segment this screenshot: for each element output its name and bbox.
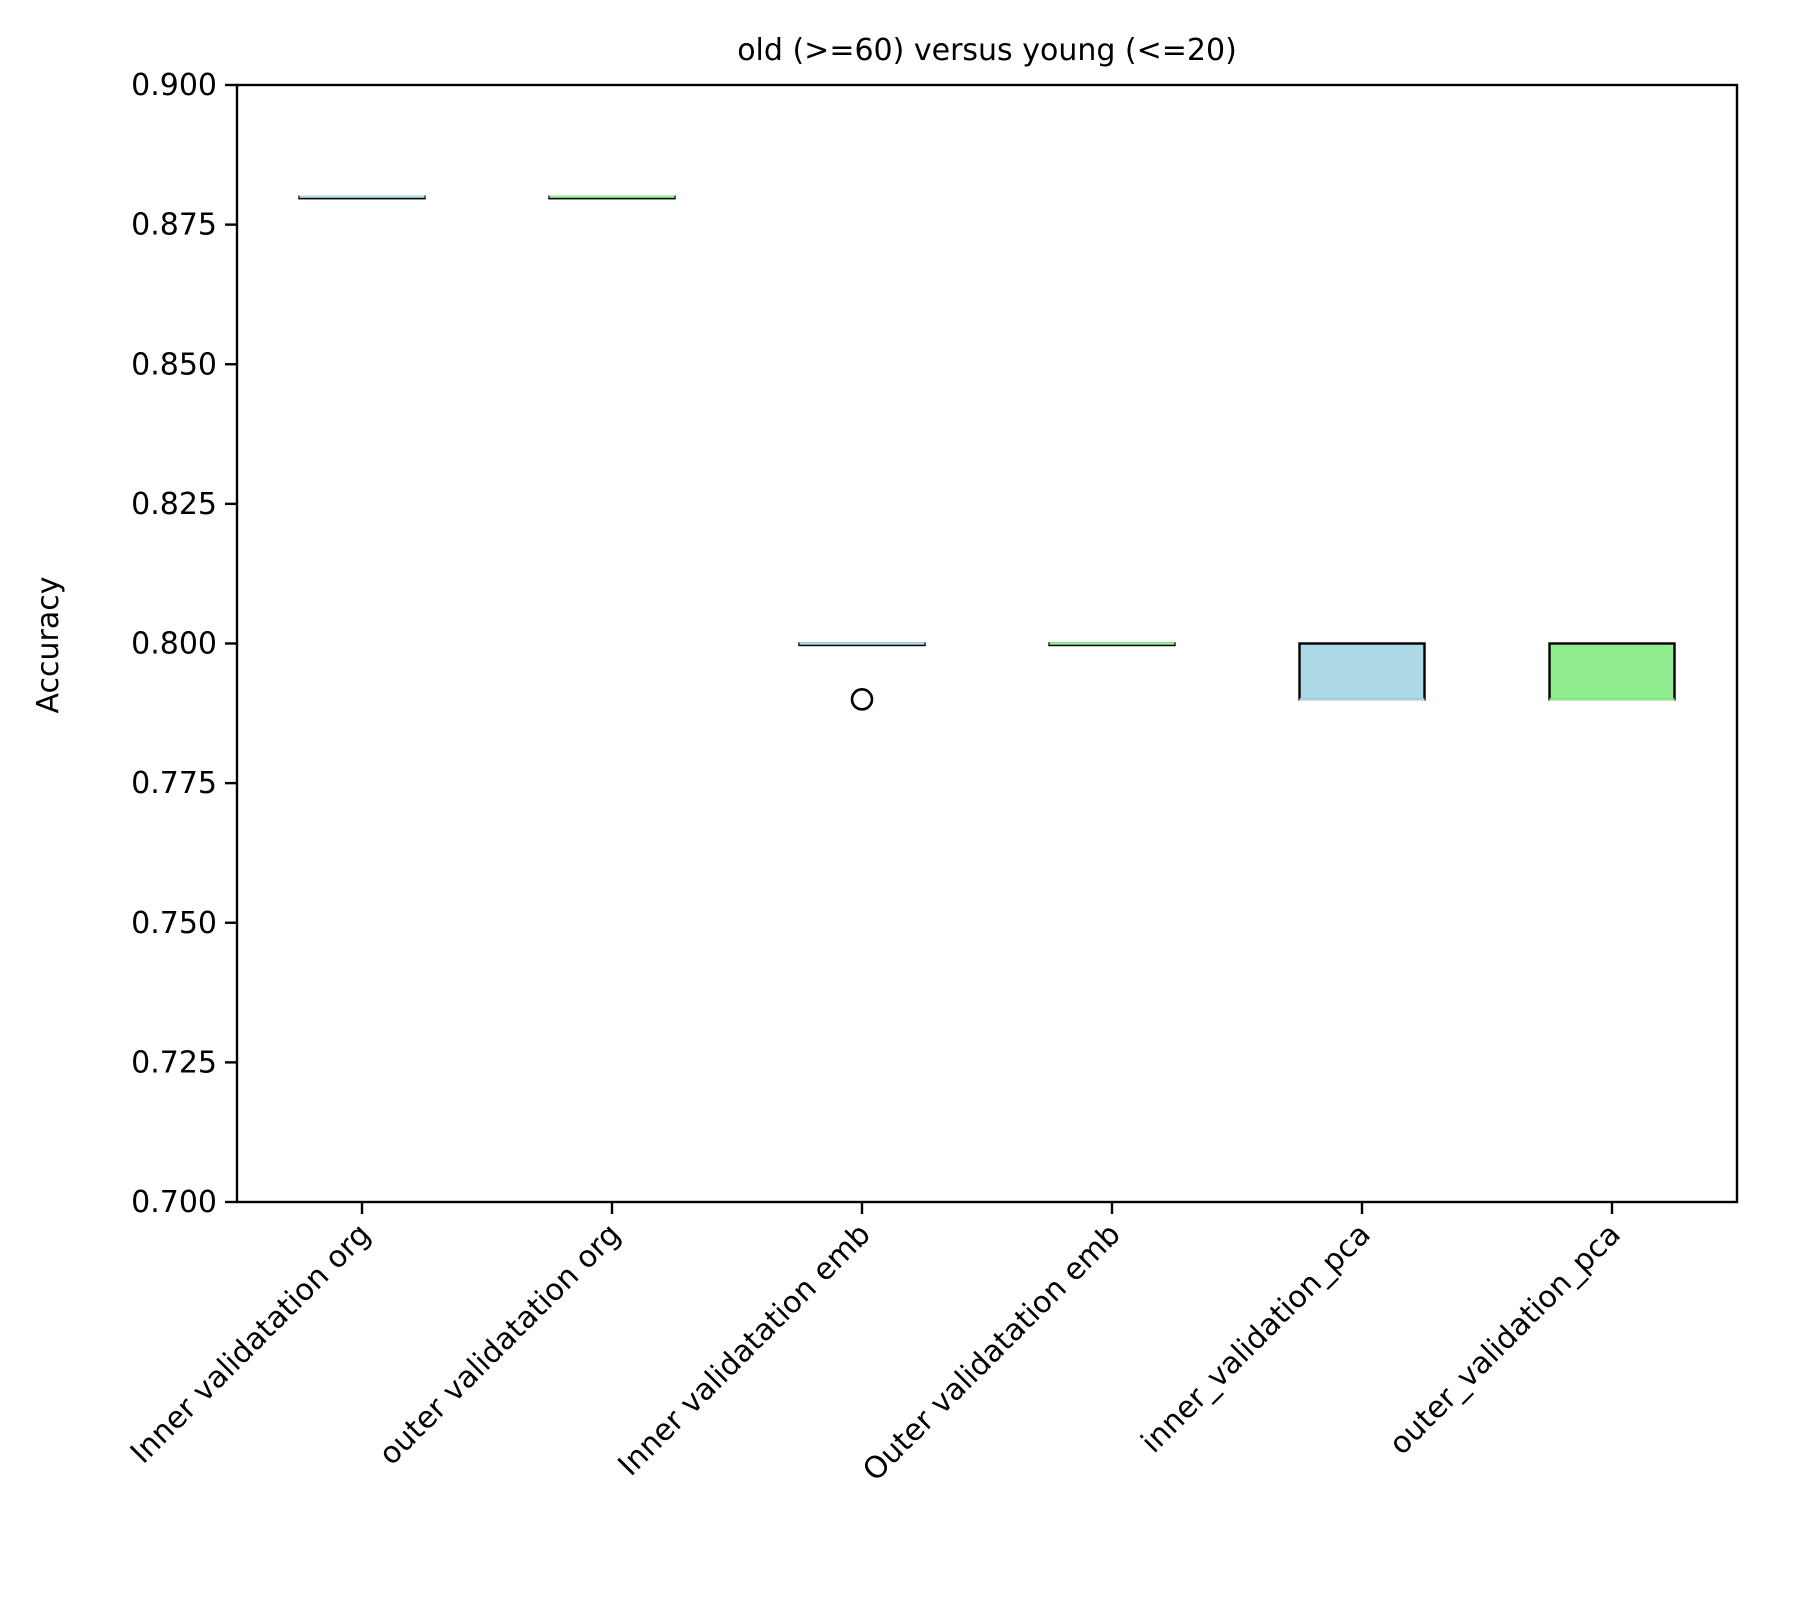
y-tick-label: 0.850: [131, 347, 217, 382]
x-tick-label: inner_validation_pca: [1135, 1217, 1378, 1460]
y-tick-label: 0.750: [131, 906, 217, 941]
box-5: [1298, 642, 1426, 701]
chart-title: old (>=60) versus young (<=20): [737, 33, 1237, 68]
box-body: [1298, 642, 1426, 701]
x-tick-label: outer validatation org: [372, 1217, 627, 1472]
y-tick-label: 0.875: [131, 208, 217, 243]
box-series: [298, 195, 1676, 711]
x-tick-label: outer_validation_pca: [1383, 1217, 1628, 1462]
box-6: [1548, 642, 1676, 701]
box-body: [1548, 642, 1676, 701]
box-3: [798, 642, 926, 711]
y-axis: 0.700 0.725 0.750 0.775 0.800 0.825 0.850 0.875…: [131, 68, 237, 1220]
box-4: [1048, 642, 1176, 647]
x-tick-label: Inner validatation org: [124, 1217, 378, 1471]
y-tick-label: 0.700: [131, 1185, 217, 1220]
x-tick-label: Inner validatation emb: [612, 1217, 878, 1483]
plot-frame: [235, 83, 1739, 1204]
y-axis-label: Accuracy: [31, 577, 66, 714]
y-tick-label: 0.725: [131, 1045, 217, 1080]
y-tick-label: 0.825: [131, 487, 217, 522]
box-2: [548, 195, 676, 200]
y-tick-label: 0.775: [131, 766, 217, 801]
y-tick-label: 0.800: [131, 627, 217, 662]
box-1: [298, 195, 426, 200]
y-tick-label: 0.900: [131, 68, 217, 103]
outlier-point: [850, 688, 874, 711]
x-tick-label: Outer validatation emb: [856, 1217, 1127, 1488]
